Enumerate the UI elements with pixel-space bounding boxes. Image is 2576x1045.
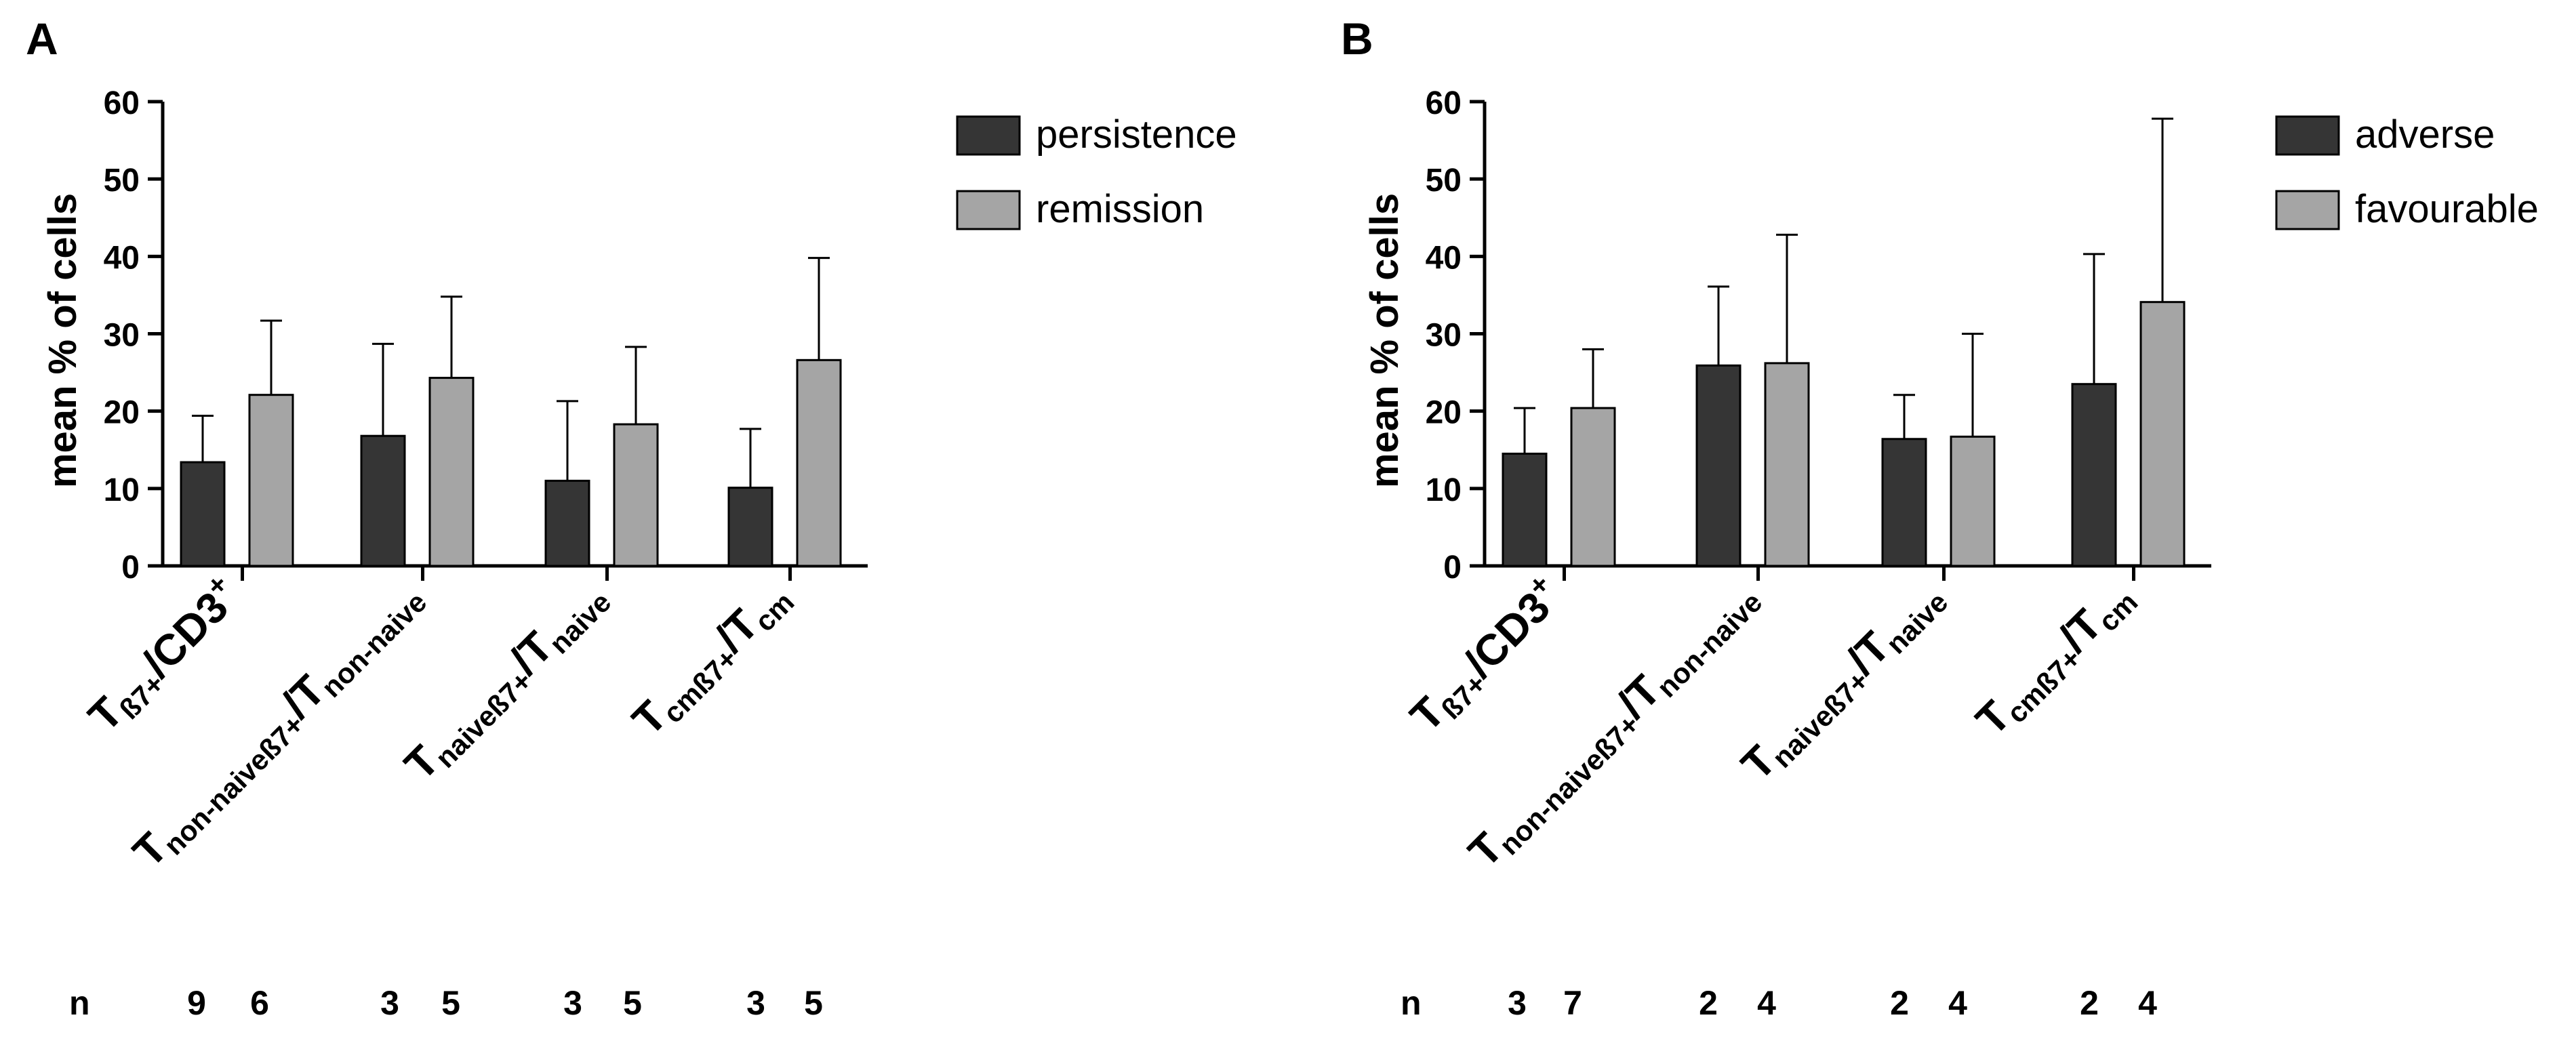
bar-remission [428,377,475,567]
x-tick-label-part: cmß7+ [2000,642,2087,729]
n-count: 6 [250,984,269,1022]
x-tick-label: Tcmß7+/Tcm [1967,571,2144,748]
bar-favourable [1764,362,1810,567]
legend-label: persistence [1036,112,1237,157]
y-tick-label: 60 [1426,85,1462,121]
n-label: n [1401,984,1422,1022]
y-tick-label: 40 [1426,240,1462,276]
bar-remission [613,423,659,567]
x-tick-label: Tnaiveß7+/Tnaive [1732,571,1954,793]
n-count: 4 [1757,984,1776,1022]
y-tick-label: 60 [104,85,140,121]
panel-a: A 0 10 20 30 40 50 60 mean % of cells Tß7+/CD3+ 9 6… [26,14,1237,1022]
legend-swatch-persistence [956,115,1021,156]
x-tick-label-part: naive [543,586,617,660]
legend-swatch-adverse [2275,115,2340,156]
x-tick-label-part: non-naiveß7+ [157,708,310,861]
bar-persistence [360,434,406,567]
bar-favourable [1570,407,1616,567]
x-tick-label-part: non-naive [315,586,432,703]
bar-adverse [1502,452,1548,567]
bar-remission [796,358,842,567]
n-count: 4 [2138,984,2157,1022]
x-tick-label-part: non-naive [1651,586,1768,703]
n-label: n [69,984,90,1022]
x-tick-label-part: naiveß7+ [1766,665,1875,774]
y-tick-label: 0 [121,550,140,586]
y-tick-label: 50 [104,163,140,199]
n-count: 9 [187,984,206,1022]
n-count: 3 [746,984,765,1022]
x-tick-label: Tnaiveß7+/Tnaive [395,571,618,793]
bar-persistence [727,487,773,567]
y-tick-label: 40 [104,240,140,276]
legend-swatch-remission [956,190,1021,230]
n-count: 2 [2080,984,2099,1022]
bar-adverse [2071,383,2117,567]
x-tick-label: Tcmß7+/Tcm [623,571,801,748]
bar-adverse [1695,364,1742,567]
x-tick-label-part: non-naiveß7+ [1493,708,1646,861]
bar-persistence [180,461,226,567]
n-count: 3 [563,984,582,1022]
panel-label: A [26,14,58,64]
y-tick-label: 20 [1426,395,1462,431]
y-axis-title: mean % of cells [1363,193,1407,488]
panel-b: B 0 10 20 30 40 50 60 mean % of cells Tß7+/CD3+ 3 7… [1341,14,2539,1022]
y-tick-label: 30 [1426,318,1462,354]
x-tick-label: Tß7+/CD3+ [76,568,252,744]
y-tick-label: 30 [104,318,140,354]
n-count: 5 [623,984,642,1022]
n-count: 5 [804,984,823,1022]
bar-favourable [1950,435,1996,567]
n-count: 5 [441,984,460,1022]
legend-label: favourable [2355,187,2539,231]
x-tick-label-part: naiveß7+ [429,665,538,774]
n-count: 3 [1508,984,1527,1022]
panel-label: B [1341,14,1373,64]
y-tick-label: 10 [104,472,140,508]
bar-persistence [544,479,590,567]
legend-swatch-favourable [2275,190,2340,230]
bar-adverse [1881,438,1927,567]
n-count: 4 [1948,984,1967,1022]
y-tick-label: 20 [104,395,140,431]
legend-label: remission [1036,187,1204,231]
bar-favourable [2139,301,2186,567]
x-tick-label-part: cmß7+ [657,642,744,729]
legend-label: adverse [2355,112,2495,157]
x-tick-label: Tß7+/CD3+ [1398,568,1574,744]
n-count: 7 [1563,984,1582,1022]
n-count: 3 [380,984,399,1022]
y-tick-label: 50 [1426,163,1462,199]
bar-remission [248,394,294,567]
y-tick-label: 10 [1426,472,1462,508]
n-count: 2 [1890,984,1909,1022]
n-count: 2 [1699,984,1718,1022]
y-axis-title: mean % of cells [41,193,85,488]
x-tick-label-part: naive [1880,586,1954,660]
y-tick-label: 0 [1443,550,1462,586]
